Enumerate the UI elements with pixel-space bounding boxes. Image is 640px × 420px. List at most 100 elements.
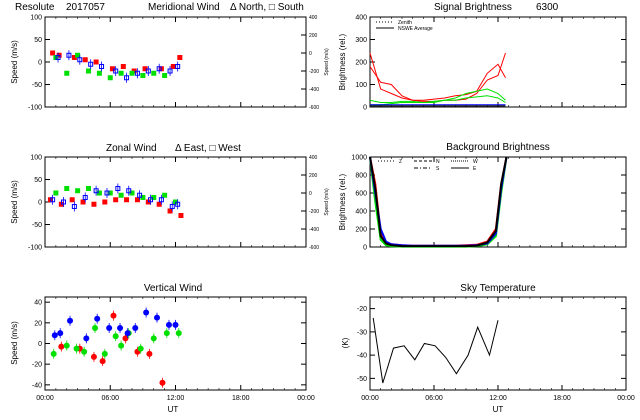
zonal-ytick-label: -100: [28, 245, 42, 252]
skytemp-xtick-label: 00:00: [361, 395, 379, 402]
meridional-point-green: [151, 70, 157, 76]
skytemp-frame: [369, 296, 627, 391]
vertical-xtick-label: 12:00: [167, 395, 185, 402]
skytemp-xtick-label: 06:00: [425, 395, 443, 402]
zonal-point-red: [113, 197, 119, 203]
meridional-y2tick-label: 200: [309, 33, 318, 39]
zonal-point-green: [96, 190, 102, 196]
zonal-y2label: Speed (m/s): [324, 188, 330, 216]
meridional-point-red: [120, 64, 126, 69]
vertical-ytick-label: 20: [34, 320, 42, 327]
wavelength-label: 6300: [536, 2, 559, 13]
skytemp-xtick-label: 18:00: [553, 395, 571, 402]
background-ytick-label: 200: [355, 227, 367, 234]
vertical-xtick-label: 18:00: [232, 395, 250, 402]
vertical-title: Vertical Wind: [144, 283, 202, 294]
meridional-point-red: [50, 50, 56, 56]
vertical-xtick-label: 06:00: [101, 395, 119, 402]
vertical-ylabel: Speed (m/s): [10, 321, 19, 365]
zonal-y2tick-label: -400: [309, 227, 319, 233]
background-legend-z: Z: [399, 159, 402, 165]
meridional-point-red: [109, 66, 115, 72]
meridional-point-green: [64, 70, 70, 76]
meridional-point-green: [86, 68, 91, 74]
zonal-ytick-label: 50: [34, 177, 42, 184]
meridional-y2tick-label: -400: [309, 87, 319, 93]
zonal-ylabel: Speed (m/s): [10, 180, 19, 224]
skytemp-line-black-0: [372, 317, 499, 384]
signal-ytick-label: 0: [363, 105, 367, 112]
zonal-point-red: [178, 213, 184, 218]
meridional-point-red: [93, 59, 99, 65]
meridional-y2tick-label: 400: [309, 15, 318, 21]
zonal-point-green: [75, 188, 81, 194]
background-ylabel: Brightness (rel.): [338, 173, 347, 230]
background-legend-e: E: [473, 166, 477, 172]
skytemp-xtick-label: 12:00: [489, 395, 507, 402]
background-legend-w: W: [473, 159, 478, 165]
signal-ytick-label: 100: [355, 82, 367, 89]
vertical-ytick-label: 0: [38, 341, 42, 348]
background-legend-n: N: [436, 159, 440, 165]
skytemp-ytick-label: -30: [357, 329, 367, 336]
zonal-point-red: [124, 197, 130, 203]
meridional-ytick-label: -100: [28, 105, 42, 112]
background-ytick-label: 600: [355, 191, 367, 198]
meridional-ylabel: Speed (m/s): [10, 40, 19, 84]
zonal-point-red: [69, 197, 75, 203]
zonal-y2tick-label: 200: [309, 173, 318, 179]
vertical-xtick-label: 00:00: [36, 395, 54, 402]
zonal-point-red: [102, 199, 108, 205]
meridional-ytick-label: 100: [30, 15, 42, 22]
skytemp-ylabel: (K): [341, 337, 350, 348]
background-ytick-label: 0: [363, 245, 367, 252]
signal-ytick-label: 400: [355, 15, 367, 22]
zonal-point-green: [140, 195, 146, 200]
signal-ylabel: Brightness (rel.): [338, 33, 347, 90]
vertical-ytick-label: -20: [32, 362, 42, 369]
zonal-point-red: [80, 199, 86, 205]
zonal-ytick-label: 100: [30, 155, 42, 162]
meridional-y2tick-label: -600: [309, 105, 319, 111]
zonal-point-red: [156, 201, 162, 207]
zonal-point-green: [64, 186, 70, 191]
meridional-point-green: [162, 73, 168, 78]
skytemp-xtick-label: 00:00: [617, 395, 635, 402]
meridional-title: Meridional Wind: [148, 2, 220, 13]
background-ytick-label: 400: [355, 209, 367, 216]
background-title: Background Brightness: [446, 142, 549, 153]
background-line-black-3: [369, 156, 508, 248]
zonal-point-red: [134, 197, 140, 203]
zonal-point-green: [162, 192, 168, 198]
meridional-y2tick-label: 0: [309, 51, 312, 57]
signal-line-green-2: [369, 95, 506, 104]
signal-legend-zenith: Zenith: [398, 20, 412, 26]
zonal-point-green: [129, 190, 135, 196]
skytemp-ytick-label: -40: [357, 353, 367, 360]
vertical-xlabel: UT: [168, 405, 179, 414]
meridional-ytick-label: 50: [34, 37, 42, 44]
zonal-y2tick-label: 0: [309, 191, 312, 197]
meridional-y2label: Speed (m/s): [324, 48, 330, 76]
vertical-frame: [44, 296, 307, 391]
meridional-legend: Δ North, □ South: [230, 2, 304, 13]
skytemp-title: Sky Temperature: [460, 283, 536, 294]
zonal-point-red: [91, 201, 97, 207]
zonal-point-red: [167, 208, 173, 214]
skytemp-ytick-label: -50: [357, 376, 367, 383]
signal-line-green-3: [370, 88, 506, 106]
meridional-point-green: [129, 70, 135, 76]
zonal-point-green: [118, 192, 124, 198]
meridional-point-red: [142, 66, 148, 72]
meridional-point-green: [96, 70, 102, 76]
zonal-point-green: [86, 186, 91, 191]
zonal-point-green: [107, 190, 113, 196]
skytemp-ytick-label: -20: [357, 306, 367, 313]
meridional-point-red: [82, 57, 88, 63]
vertical-ytick-label: 40: [34, 300, 42, 307]
meridional-point-red: [71, 55, 77, 60]
meridional-point-green: [140, 73, 146, 78]
zonal-point-green: [151, 195, 157, 200]
zonal-title: Zonal Wind: [106, 143, 157, 154]
zonal-y2tick-label: -200: [309, 209, 319, 215]
